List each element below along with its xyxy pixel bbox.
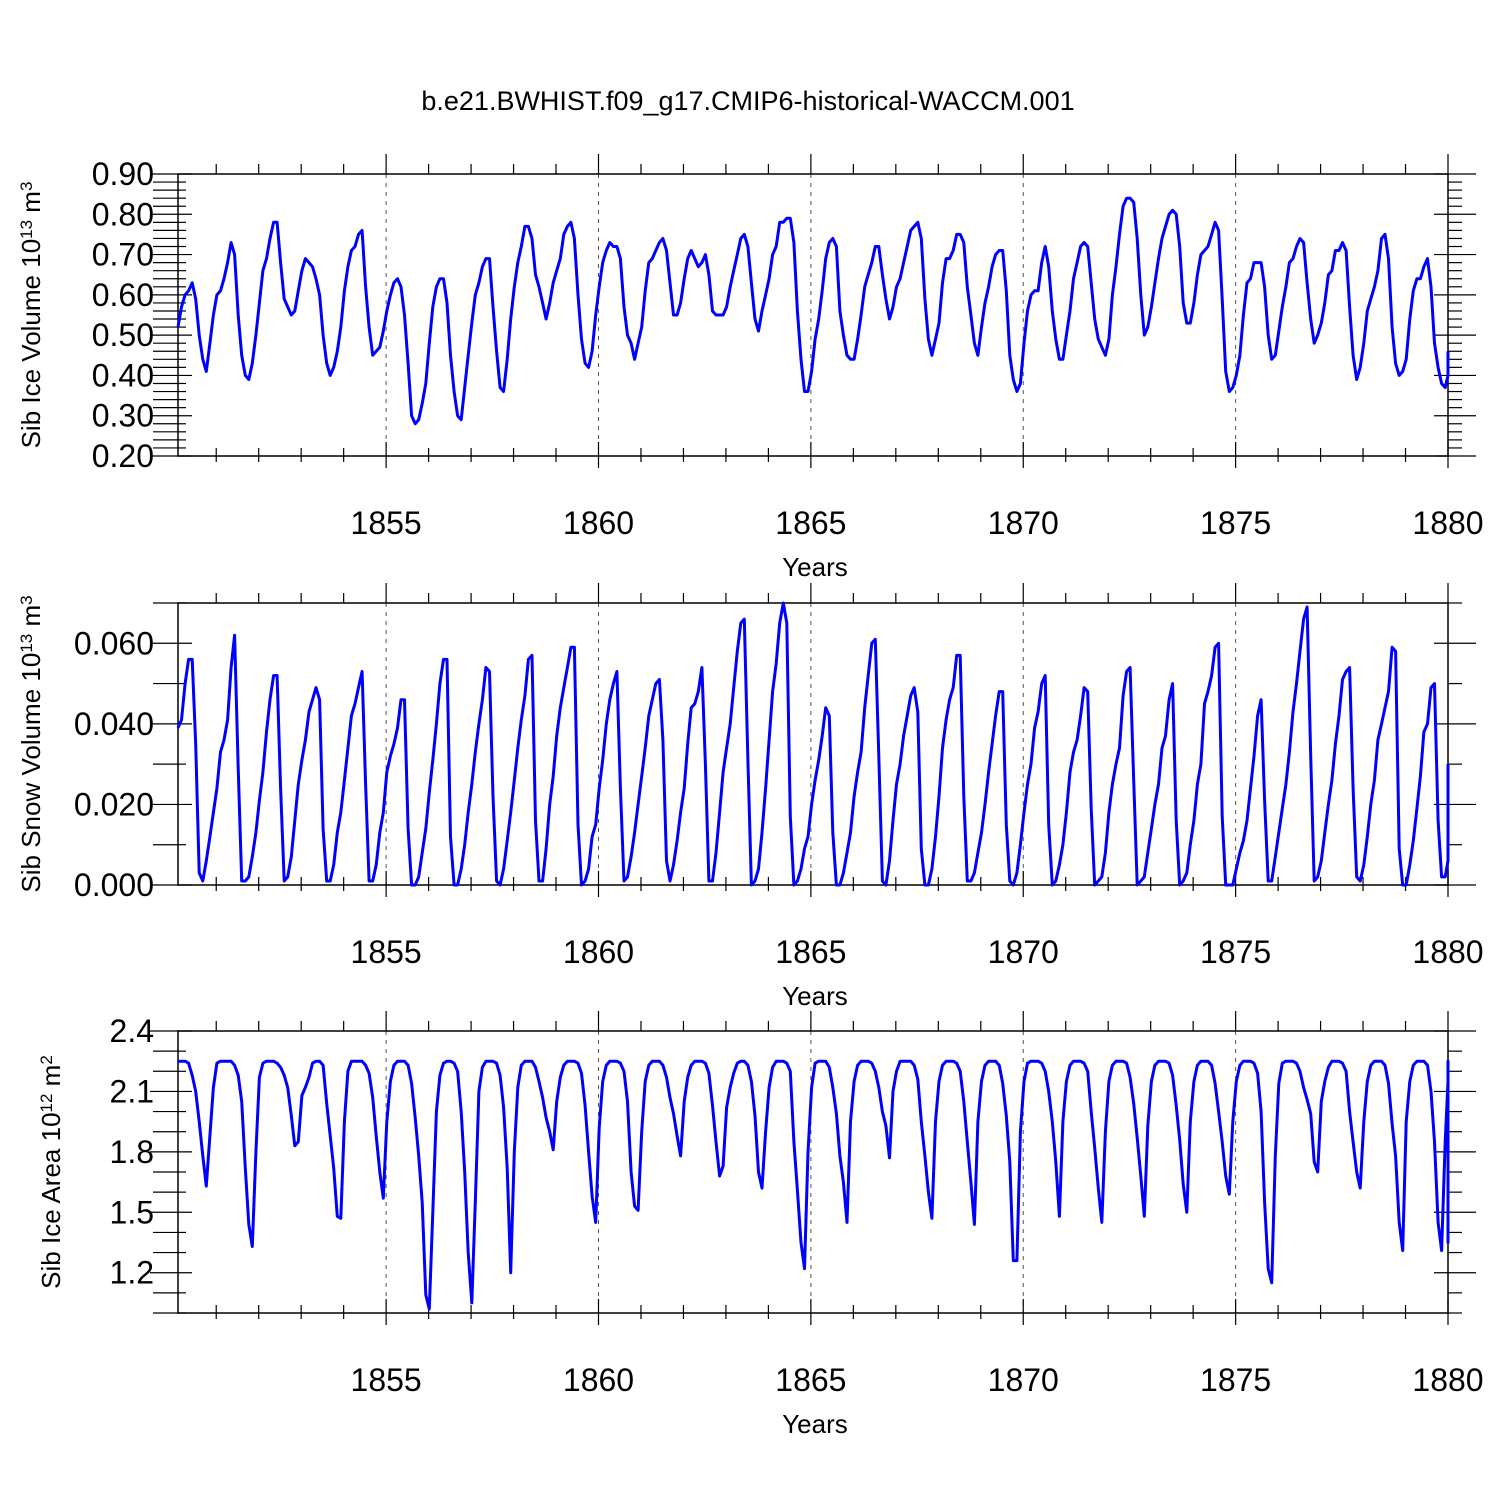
- ice-volume-xtick-label-1855: 1855: [351, 505, 422, 541]
- snow-volume-xtick-label-1865: 1865: [775, 934, 846, 970]
- ice-volume-ytick-label-1: 0.30: [92, 398, 154, 434]
- snow-volume-y-axis-title-superscript: 13: [17, 634, 36, 653]
- snow-volume-xtick-label-1870: 1870: [988, 934, 1059, 970]
- ice-area-ytick-label-0: 1.2: [110, 1255, 154, 1291]
- ice-volume-ytick-label-2: 0.40: [92, 357, 154, 393]
- snow-volume-series-line: [176, 601, 1450, 887]
- ice-area-y-axis-title: Sib Ice Area 1012 m2: [36, 1055, 66, 1289]
- ice-area-panel: 1855 1860 1865 1870 1875 1880 Years 1.2 1.5 1.8 2.…: [36, 1011, 1484, 1439]
- snow-volume-ytick-label-3: 0.060: [74, 625, 154, 661]
- ice-area-series-line: [178, 1059, 1450, 1311]
- ice-area-xtick-label-1870: 1870: [988, 1362, 1059, 1398]
- ice-volume-ytick-label-0: 0.20: [92, 438, 154, 474]
- ice-volume-xtick-label-1860: 1860: [563, 505, 634, 541]
- snow-volume-xtick-label-1875: 1875: [1200, 934, 1271, 970]
- ice-volume-y-axis-title: Sib Ice Volume 1013 m3: [16, 182, 46, 449]
- ice-volume-ytick-label-4: 0.60: [92, 277, 154, 313]
- ice-volume-panel: 1855 1860 1865 1870 1875 1880 Years 0.20 0.30 0.4…: [16, 154, 1484, 582]
- ice-area-ytick-label-2: 1.8: [110, 1134, 154, 1170]
- ice-volume-ytick-label-3: 0.50: [92, 317, 154, 353]
- ice-volume-xtick-label-1865: 1865: [775, 505, 846, 541]
- ice-area-x-axis-title: Years: [782, 1409, 848, 1439]
- ice-area-xtick-label-1855: 1855: [351, 1362, 422, 1398]
- snow-volume-xtick-label-1880: 1880: [1412, 934, 1483, 970]
- ice-area-xtick-label-1865: 1865: [775, 1362, 846, 1398]
- ice-volume-x-axis-title: Years: [782, 552, 848, 582]
- ice-volume-ytick-label-7: 0.90: [92, 156, 154, 192]
- snow-volume-xtick-label-1855: 1855: [351, 934, 422, 970]
- ice-volume-y-axis-title-part: m: [16, 191, 46, 220]
- ice-area-y-axis-title-superscript: 2: [37, 1055, 56, 1064]
- ice-volume-y-axis-title-superscript: 3: [17, 182, 36, 191]
- figure-title: b.e21.BWHIST.f09_g17.CMIP6-historical-WA…: [421, 86, 1074, 116]
- snow-volume-ytick-label-0: 0.000: [74, 867, 154, 903]
- snow-volume-y-axis-title-part: m: [16, 605, 46, 634]
- ice-area-xtick-label-1875: 1875: [1200, 1362, 1271, 1398]
- ice-volume-ytick-label-6: 0.80: [92, 196, 154, 232]
- ice-volume-xtick-label-1875: 1875: [1200, 505, 1271, 541]
- snow-volume-x-axis-title: Years: [782, 981, 848, 1011]
- snow-volume-ytick-label-2: 0.040: [74, 706, 154, 742]
- snow-volume-ytick-label-1: 0.020: [74, 786, 154, 822]
- ice-area-y-axis-title-part: Sib Ice Area 10: [36, 1112, 66, 1288]
- ice-volume-xtick-label-1870: 1870: [988, 505, 1059, 541]
- ice-volume-ytick-label-5: 0.70: [92, 237, 154, 273]
- ice-area-ytick-label-3: 2.1: [110, 1073, 154, 1109]
- snow-volume-y-axis-title-part: Sib Snow Volume 10: [16, 653, 46, 893]
- ice-volume-xtick-label-1880: 1880: [1412, 505, 1483, 541]
- ice-area-ytick-label-1: 1.5: [110, 1194, 154, 1230]
- ice-volume-series-line: [176, 196, 1450, 426]
- ice-area-xtick-label-1880: 1880: [1412, 1362, 1483, 1398]
- ice-volume-y-axis-title-superscript: 13: [17, 220, 36, 239]
- snow-volume-y-axis-title-superscript: 3: [17, 595, 36, 604]
- snow-volume-plot-frame: [177, 602, 1449, 886]
- ice-area-y-axis-title-superscript: 12: [37, 1094, 56, 1113]
- snow-volume-xtick-label-1860: 1860: [563, 934, 634, 970]
- ice-area-ytick-label-4: 2.4: [110, 1013, 154, 1049]
- snow-volume-y-axis-title: Sib Snow Volume 1013 m3: [16, 595, 46, 892]
- ice-area-y-axis-title-part: m: [36, 1065, 66, 1094]
- ice-area-xtick-label-1860: 1860: [563, 1362, 634, 1398]
- snow-volume-panel: 1855 1860 1865 1870 1875 1880 Years 0.000 0.020 0…: [16, 583, 1484, 1011]
- ice-volume-y-axis-title-part: Sib Ice Volume 10: [16, 239, 46, 449]
- ice-volume-plot-frame: [177, 173, 1449, 457]
